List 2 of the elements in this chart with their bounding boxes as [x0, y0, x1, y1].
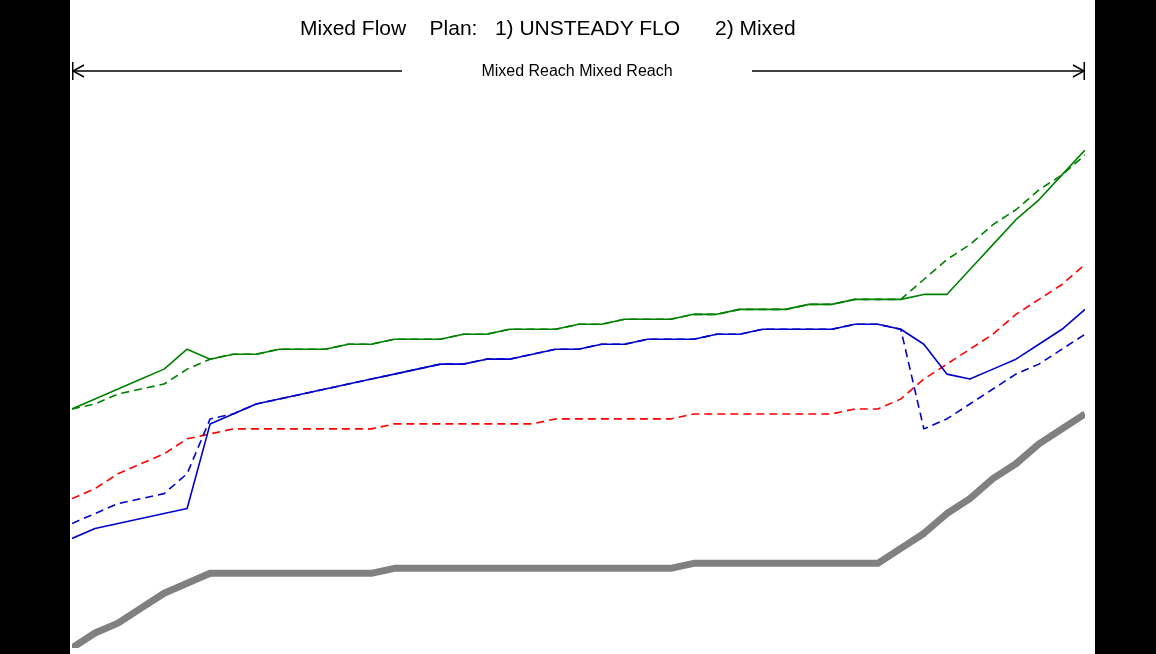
chart-title: Mixed Flow Plan: 1) UNSTEADY FLO 2) Mixed: [300, 16, 797, 40]
chart-subtitle: Mixed Reach Mixed Reach: [480, 62, 674, 80]
